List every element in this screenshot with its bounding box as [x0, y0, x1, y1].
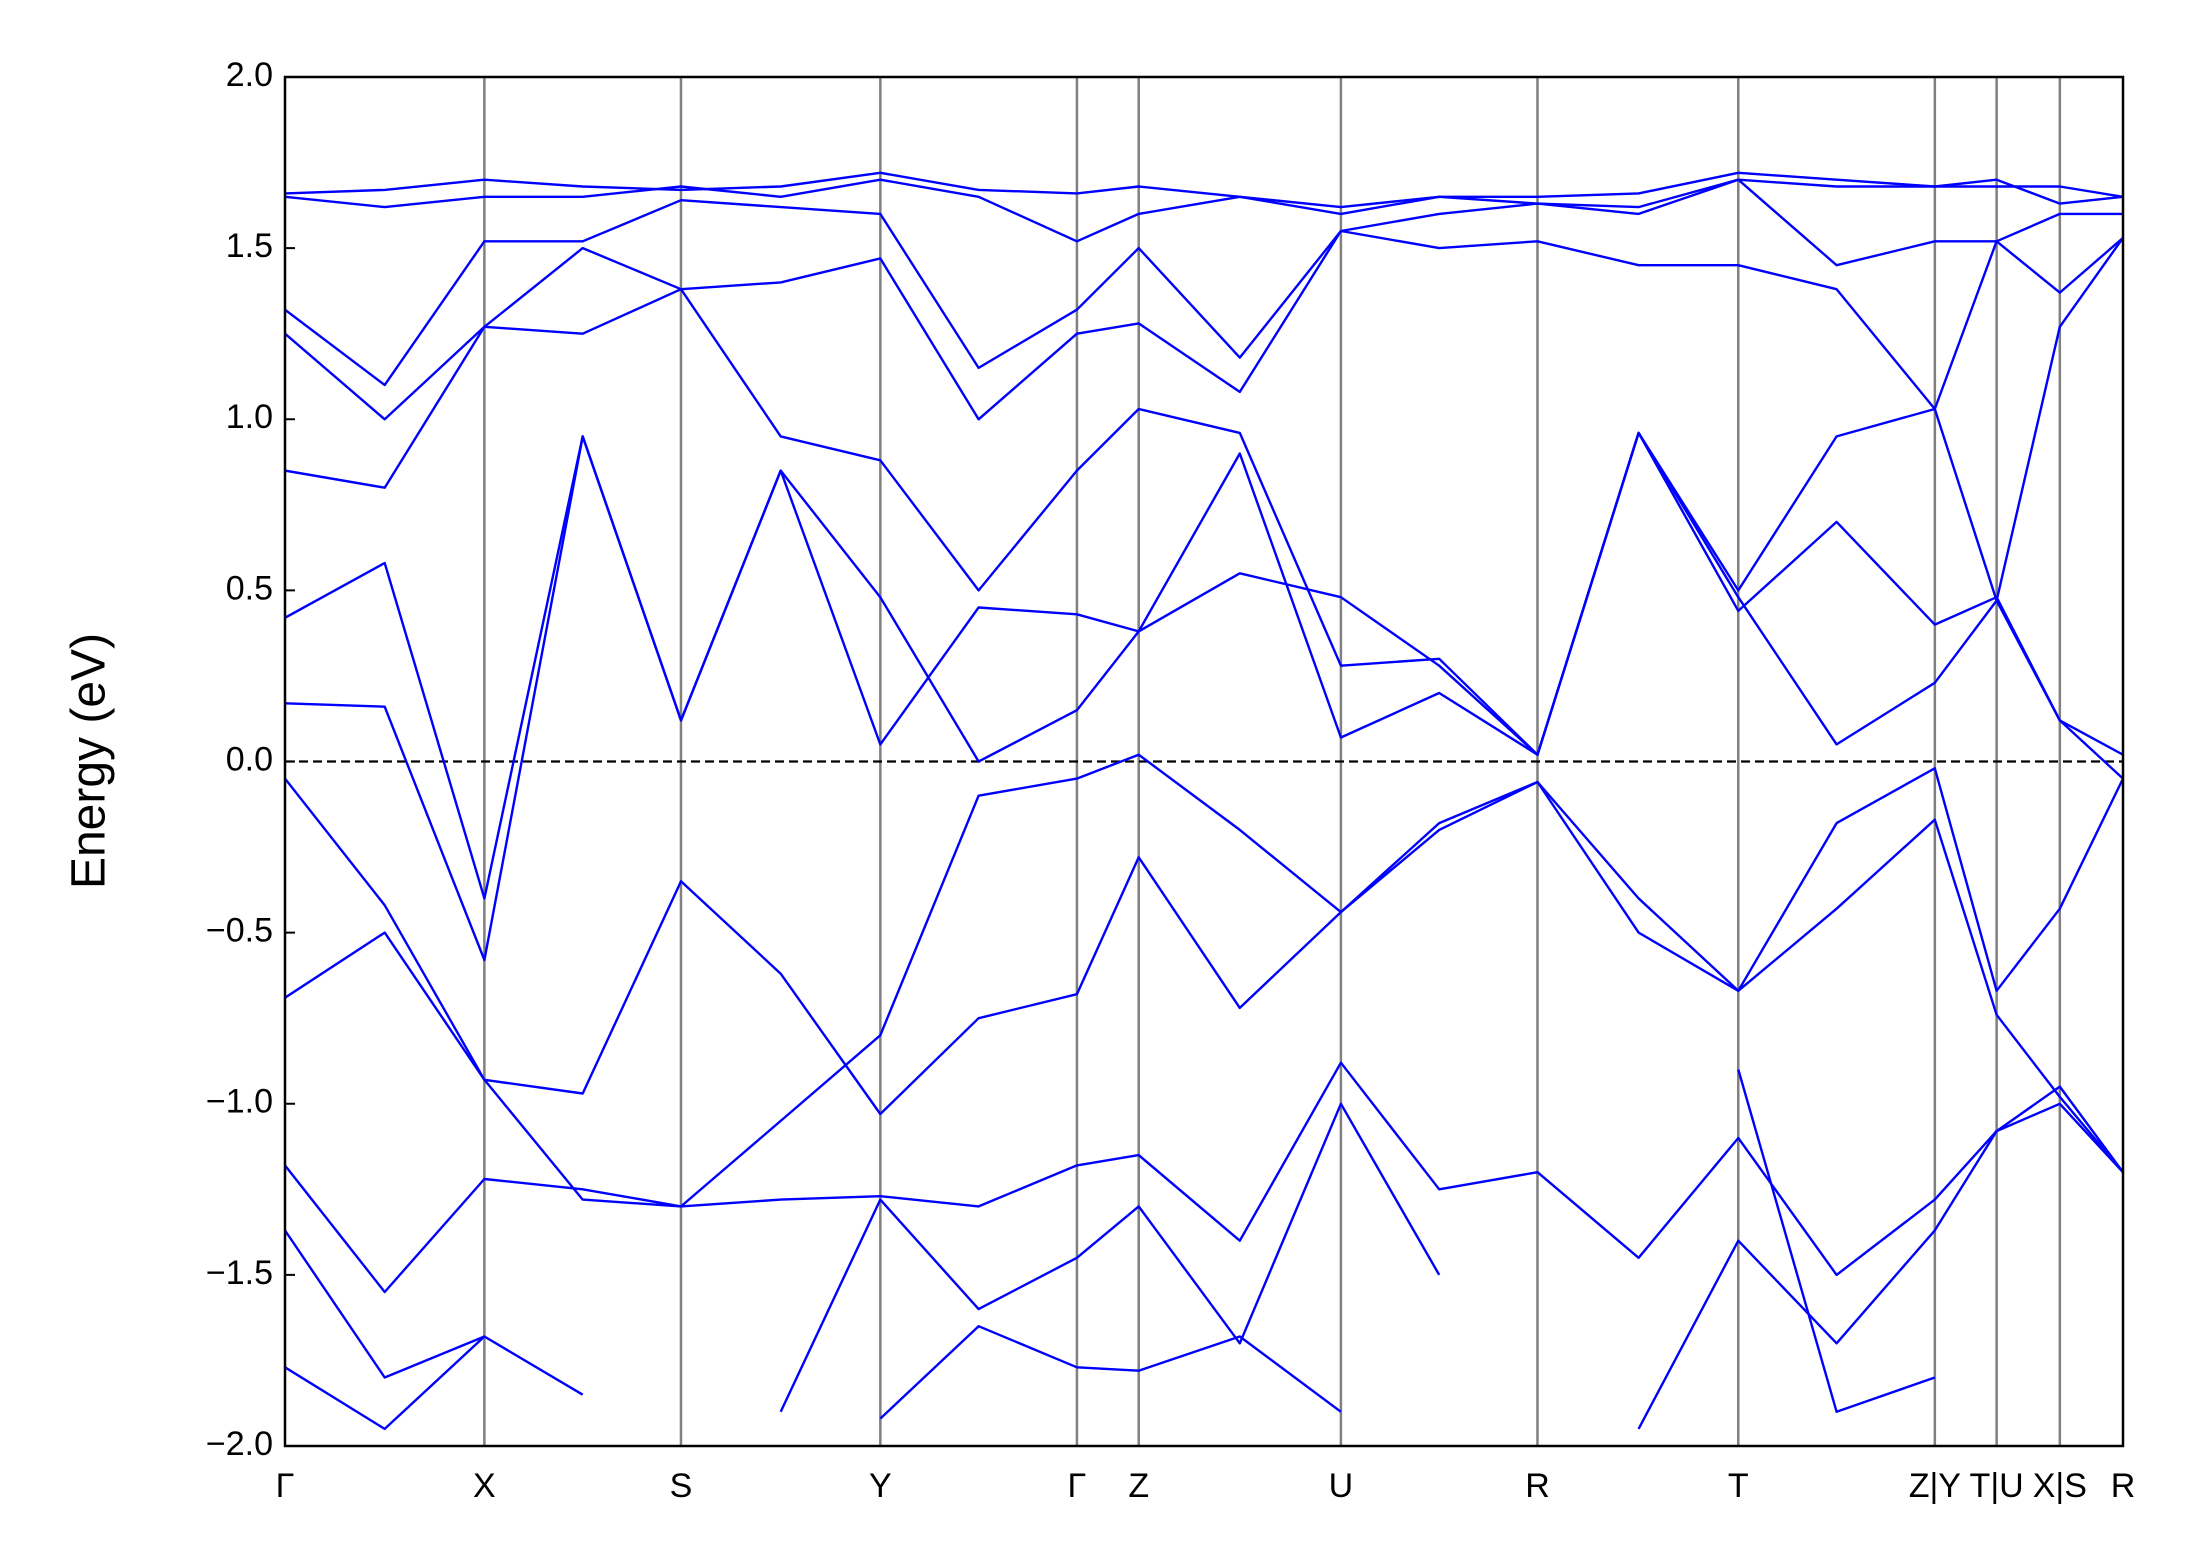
band-line: [285, 237, 2123, 756]
band-line: [285, 178, 2123, 243]
y-tick-label: −1.5: [206, 1254, 273, 1292]
band-line: [285, 431, 2123, 962]
y-tick-label: −1.0: [206, 1083, 273, 1121]
band-line: [285, 1102, 2123, 1430]
band-line: [285, 780, 2123, 1173]
band-line: [285, 178, 2123, 387]
x-tick-label: R: [2111, 1467, 2136, 1505]
band-line: [285, 431, 2123, 900]
plot-frame: [283, 75, 2125, 1448]
x-tick-label: S: [670, 1467, 693, 1505]
x-tick-label: X|S: [2033, 1467, 2087, 1505]
x-tick-label: Y: [869, 1467, 892, 1505]
y-tick-label: 1.0: [226, 398, 273, 436]
x-tick-label: Z|Y: [1909, 1467, 1961, 1505]
y-tick-label: 0.5: [226, 569, 273, 607]
y-tick-label: −2.0: [206, 1425, 273, 1463]
y-tick-label: 0.0: [226, 740, 273, 778]
x-tick-label: Z: [1128, 1467, 1149, 1505]
band-line: [285, 1061, 2123, 1294]
band-line: [285, 229, 2123, 421]
y-axis-label: Energy (eV): [63, 633, 116, 889]
x-tick-label: T: [1728, 1467, 1749, 1505]
bands: [285, 171, 2123, 1430]
x-tick-label: X: [473, 1467, 496, 1505]
y-tick-label: −0.5: [206, 912, 273, 950]
x-tick-label: R: [1525, 1467, 1550, 1505]
band-line: [285, 753, 2123, 1208]
x-tick-label: Γ: [276, 1467, 295, 1505]
y-tick-label: 2.0: [226, 56, 273, 94]
x-tick-label: U: [1329, 1467, 1354, 1505]
y-tick-label: 1.5: [226, 227, 273, 265]
x-tick-label: Γ: [1068, 1467, 1087, 1505]
band-line: [285, 171, 2123, 209]
x-tick-label: T|U: [1970, 1467, 2024, 1505]
